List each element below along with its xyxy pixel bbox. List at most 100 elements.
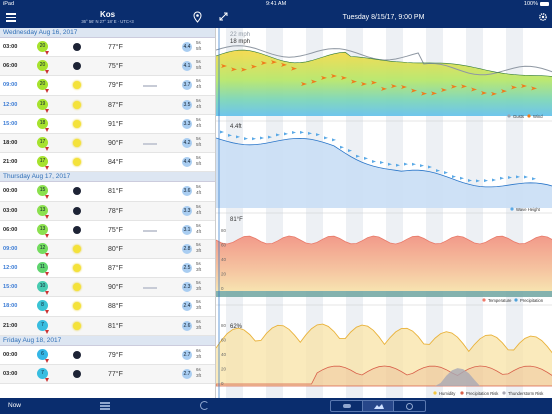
precipitation-legend: Precipitation	[520, 298, 544, 303]
compass-icon	[406, 403, 414, 410]
wave-direction-icon	[316, 133, 320, 137]
forecast-charts[interactable]: 22 mph 18 mph Gusts Wind 4.4ft Wave Heig…	[215, 28, 552, 398]
precipitation-risk-legend: Precipitation Risk	[466, 391, 499, 396]
wave-period: 6s 3ft	[196, 347, 202, 359]
forecast-row[interactable]: 21:00 7 81°F 2.6 6s 3ft	[0, 316, 215, 336]
row-time: 03:00	[3, 44, 18, 50]
wind-arrow-icon	[511, 85, 517, 90]
row-time: 12:00	[3, 101, 18, 108]
wave-direction-icon	[228, 133, 232, 137]
sun-icon	[73, 321, 81, 330]
day-name: Friday	[3, 336, 22, 344]
wind-arrow-icon	[481, 91, 487, 96]
forecast-row[interactable]: 00:00 6 79°F 2.7 6s 3ft	[0, 346, 215, 365]
temperature-tick-label: 40	[221, 257, 227, 262]
wind-arrow-icon	[311, 79, 317, 84]
sun-icon	[73, 302, 81, 311]
settings-gear-icon[interactable]	[538, 12, 548, 22]
forecast-row[interactable]: 09:00 20 79°F 3.7 5s 4ft	[0, 76, 215, 96]
forecast-row[interactable]: 06:00 13 75°F 3.1 5s 4ft	[0, 221, 215, 240]
view-segmented-control	[330, 400, 426, 412]
now-button[interactable]: Now	[8, 402, 22, 409]
forecast-row[interactable]: 12:00 11 87°F 2.5 5s 3ft	[0, 259, 215, 279]
list-view-icon[interactable]	[100, 402, 110, 410]
forecast-row[interactable]: 15:00 18 91°F 3.3 5s 4ft	[0, 115, 215, 134]
row-temperature: 91°F	[108, 120, 123, 128]
wind-arrow-icon	[221, 64, 227, 68]
gust-value-label: 22 mph	[230, 32, 250, 38]
humidity-tick-label: 40	[221, 352, 227, 357]
row-time: 15:00	[3, 120, 18, 127]
wind-arrow-icon	[391, 84, 397, 89]
wind-arrow-icon	[371, 80, 377, 85]
wave-height-badge: 2.4	[182, 301, 192, 312]
moon-icon	[73, 370, 81, 378]
forecast-row[interactable]: 03:00 13 78°F 3.3 5s 4ft	[0, 201, 215, 221]
temperature-legend: Temperature	[488, 298, 512, 303]
wave-height-badge: 4.2	[182, 137, 192, 148]
tab-compass[interactable]	[394, 401, 425, 411]
day-date: Aug 16, 2017	[38, 29, 78, 36]
wave-height-badge: 2.5	[182, 263, 192, 274]
location-coords: 36° 56' N 27° 18' E · UTC+3	[81, 19, 134, 24]
forecast-row[interactable]: 06:00 20 75°F 4.1 5s 5ft	[0, 57, 215, 77]
map-pin-icon[interactable]	[193, 11, 202, 23]
wave-period: 6s 3ft	[196, 318, 202, 330]
tab-charts[interactable]	[362, 401, 395, 411]
row-time: 03:00	[3, 371, 18, 377]
wind-direction-icon	[45, 89, 49, 94]
wave-height-badge: 3.1	[182, 224, 192, 235]
moon-icon	[73, 225, 81, 234]
forecast-row[interactable]: 09:00 12 80°F 2.8 5s 3ft	[0, 239, 215, 260]
moon-phase-icon[interactable]	[200, 401, 209, 410]
row-temperature: 79°F	[108, 82, 123, 90]
gust-line	[216, 45, 552, 76]
wave-direction-icon	[220, 130, 224, 134]
cloud-icon	[343, 404, 351, 408]
humidity-area	[216, 324, 552, 386]
wave-period: 5s 3ft	[196, 241, 202, 253]
expand-icon[interactable]	[219, 12, 228, 21]
wave-period: 5s 3ft	[196, 299, 202, 311]
temperature-area	[216, 236, 552, 291]
wind-direction-icon	[45, 127, 49, 132]
tab-weather[interactable]	[331, 401, 363, 411]
wind-direction-icon	[45, 378, 49, 382]
wave-direction-icon	[500, 176, 504, 180]
forecast-row[interactable]: 15:00 10 90°F 2.3 5s 3ft	[0, 278, 215, 298]
wind-arrow-icon	[351, 79, 357, 84]
forecast-row[interactable]: 18:00 17 90°F 4.2 5s 5ft	[0, 133, 215, 154]
location-name[interactable]: Kos	[99, 10, 116, 19]
forecast-row[interactable]: 21:00 17 84°F 4.4 5s 5ft	[0, 153, 215, 173]
wind-arrow-icon	[401, 84, 407, 89]
forecast-row[interactable]: 18:00 8 88°F 2.4 5s 3ft	[0, 297, 215, 317]
forecast-row[interactable]: 03:00 20 77°F 4.4 5s 5ft	[0, 38, 215, 58]
wave-direction-icon	[308, 131, 312, 135]
moon-icon	[73, 43, 81, 51]
wind-speed-badge: 17	[37, 136, 48, 148]
moon-icon	[73, 62, 81, 71]
precipitation-legend-swatch	[514, 298, 518, 302]
forecast-list[interactable]: Wednesday Aug 16, 2017 03:00 20 77°F 4.4 5s 5f…	[0, 28, 215, 398]
wind-speed-badge: 13	[37, 204, 48, 216]
humidity-line	[216, 323, 552, 354]
forecast-row[interactable]: 00:00 15 81°F 3.6 5s 4ft	[0, 182, 215, 202]
menu-icon[interactable]	[6, 13, 16, 22]
wind-arrow-icon	[461, 84, 467, 89]
humidity-value-label: 62%	[230, 324, 243, 330]
wave-direction-icon	[300, 130, 304, 134]
forecast-row[interactable]: 03:00 7 77°F 2.7 6s 3ft	[0, 365, 215, 385]
wave-height-badge: 2.3	[182, 282, 192, 293]
wave-period: 5s 5ft	[196, 40, 202, 51]
row-time: 06:00	[3, 63, 18, 70]
battery-icon	[540, 2, 549, 6]
wind-arrow-icon	[331, 74, 337, 79]
row-time: 00:00	[3, 351, 18, 358]
precipitation-risk-legend-swatch	[460, 391, 464, 395]
wave-direction-icon	[364, 156, 368, 160]
row-time: 12:00	[3, 265, 18, 272]
sun-icon	[73, 264, 81, 273]
forecast-row[interactable]: 12:00 19 87°F 3.5 5s 4ft	[0, 95, 215, 115]
thunderstorm-risk-area	[216, 368, 552, 386]
gust-legend-swatch	[507, 114, 511, 118]
